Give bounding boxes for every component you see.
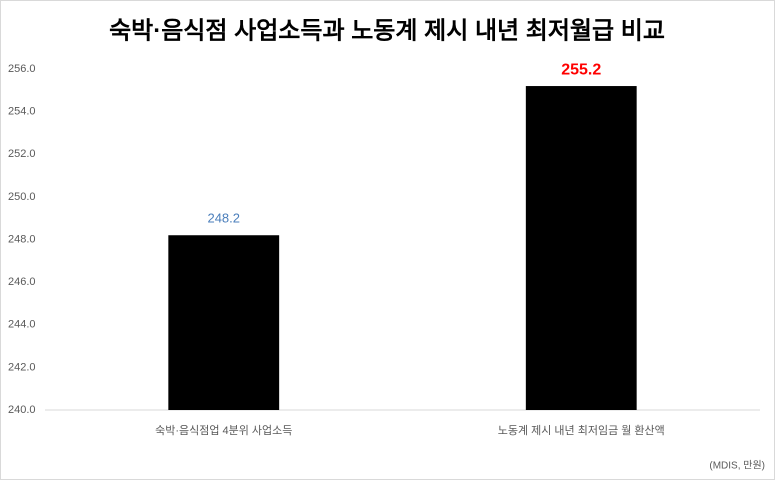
y-tick-label: 256.0 xyxy=(8,63,36,75)
y-tick-label: 244.0 xyxy=(8,319,36,331)
bar xyxy=(525,86,637,411)
y-tick-label: 252.0 xyxy=(8,148,36,160)
chart-title: 숙박·음식점 사업소득과 노동계 제시 내년 최저월급 비교 xyxy=(109,17,665,44)
x-tick-label: 숙박·음식점업 4분위 사업소득 xyxy=(155,424,292,437)
y-tick-label: 246.0 xyxy=(8,276,36,288)
bar xyxy=(168,235,280,410)
y-tick-label: 242.0 xyxy=(8,361,36,373)
x-tick-label: 노동계 제시 내년 최저임금 월 환산액 xyxy=(498,424,665,437)
source-note: (MDIS, 만원) xyxy=(709,460,765,472)
y-tick-label: 248.0 xyxy=(8,233,36,245)
y-tick-label: 250.0 xyxy=(8,191,36,203)
y-tick-label: 240.0 xyxy=(8,404,36,416)
value-label: 255.2 xyxy=(561,61,601,78)
value-label: 248.2 xyxy=(207,211,240,226)
y-tick-label: 254.0 xyxy=(8,106,36,118)
